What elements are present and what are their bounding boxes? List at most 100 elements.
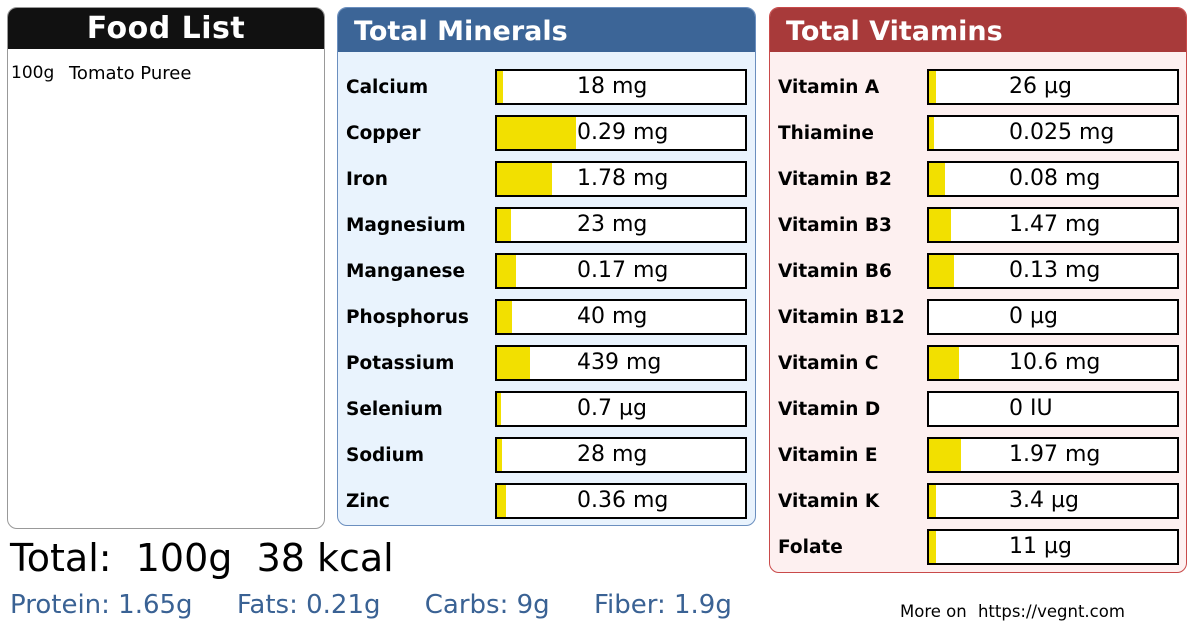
nutrient-label: Vitamin E xyxy=(778,445,878,466)
food-list-title: Food List xyxy=(8,8,324,49)
nutrient-bar-fill xyxy=(497,347,531,379)
nutrient-label: Sodium xyxy=(346,445,425,466)
nutrient-value: 40 mg xyxy=(577,304,648,329)
vegnt-link[interactable]: https://vegnt.com xyxy=(977,602,1125,621)
minerals-title: Total Minerals xyxy=(338,8,755,52)
nutrient-value: 0.025 mg xyxy=(1009,120,1115,145)
fiber-value: Fiber: 1.9g xyxy=(593,590,732,620)
nutrient-bar-fill xyxy=(497,71,504,103)
nutrient-bar-fill xyxy=(929,255,954,287)
nutrient-value: 0.17 mg xyxy=(577,258,669,283)
nutrient-value: 18 mg xyxy=(577,74,648,99)
nutrient-bar: 0.08 mg xyxy=(927,161,1179,197)
nutrient-bar: 439 mg xyxy=(495,345,747,381)
nutrient-label: Thiamine xyxy=(778,123,874,144)
nutrient-bar: 0.17 mg xyxy=(495,253,747,289)
nutrient-label: Vitamin A xyxy=(778,77,880,98)
nutrient-label: Vitamin B2 xyxy=(778,169,892,190)
nutrient-value: 1.97 mg xyxy=(1009,442,1101,467)
food-item-name: Tomato Puree xyxy=(69,63,192,84)
nutrient-value: 28 mg xyxy=(577,442,648,467)
total-label: Total: xyxy=(10,536,112,580)
nutrient-bar: 11 µg xyxy=(927,529,1179,565)
food-item-qty: 100g xyxy=(11,63,55,83)
nutrient-label: Vitamin C xyxy=(778,353,879,374)
more-info: More on https://vegnt.com xyxy=(900,602,1125,621)
nutrient-bar: 0 µg xyxy=(927,299,1179,335)
nutrient-bar-fill xyxy=(497,163,552,195)
nutrient-bar-fill xyxy=(497,209,511,241)
nutrient-bar: 0.29 mg xyxy=(495,115,747,151)
nutrient-bar: 0.13 mg xyxy=(927,253,1179,289)
nutrient-bar: 23 mg xyxy=(495,207,747,243)
nutrient-value: 0.13 mg xyxy=(1009,258,1101,283)
nutrient-bar: 10.6 mg xyxy=(927,345,1179,381)
nutrient-label: Vitamin B6 xyxy=(778,261,892,282)
vitamins-title: Total Vitamins xyxy=(770,8,1186,52)
nutrient-bar: 0 IU xyxy=(927,391,1179,427)
nutrient-bar: 3.4 µg xyxy=(927,483,1179,519)
carbs-value: Carbs: 9g xyxy=(424,590,550,620)
nutrient-value: 0 µg xyxy=(1009,304,1058,329)
nutrient-value: 439 mg xyxy=(577,350,662,375)
nutrient-value: 3.4 µg xyxy=(1009,488,1079,513)
nutrient-bar: 0.025 mg xyxy=(927,115,1179,151)
nutrient-label: Vitamin B3 xyxy=(778,215,892,236)
total-weight: 100g xyxy=(135,536,233,580)
nutrient-bar-fill xyxy=(497,485,506,517)
nutrient-value: 0.08 mg xyxy=(1009,166,1101,191)
nutrient-bar-fill xyxy=(929,531,937,563)
nutrient-bar-fill xyxy=(929,117,934,149)
minerals-panel: Total Minerals Calcium 18 mg Copper 0.29 mg… xyxy=(337,7,756,526)
nutrient-bar-fill xyxy=(929,347,959,379)
nutrient-value: 0 IU xyxy=(1009,396,1053,421)
nutrient-bar: 0.7 µg xyxy=(495,391,747,427)
nutrient-value: 11 µg xyxy=(1009,534,1072,559)
total-kcal: 38 kcal xyxy=(256,536,394,580)
nutrient-value: 1.47 mg xyxy=(1009,212,1101,237)
nutrient-bar-fill xyxy=(497,301,512,333)
nutrient-bar-fill xyxy=(929,163,946,195)
nutrient-bar-fill xyxy=(497,255,516,287)
nutrient-bar: 1.47 mg xyxy=(927,207,1179,243)
nutrient-label: Vitamin K xyxy=(778,491,880,512)
nutrient-bar: 26 µg xyxy=(927,69,1179,105)
macros-summary: Protein: 1.65g Fats: 0.21g Carbs: 9g Fib… xyxy=(10,590,768,620)
nutrient-bar-fill xyxy=(497,117,577,149)
nutrient-label: Magnesium xyxy=(346,215,466,236)
nutrient-value: 0.7 µg xyxy=(577,396,647,421)
fats-value: Fats: 0.21g xyxy=(236,590,381,620)
nutrient-bar-fill xyxy=(929,209,952,241)
nutrient-value: 23 mg xyxy=(577,212,648,237)
nutrient-label: Zinc xyxy=(346,491,390,512)
total-summary: Total: 100g 38 kcal xyxy=(10,536,394,580)
nutrient-value: 26 µg xyxy=(1009,74,1072,99)
nutrient-value: 0.29 mg xyxy=(577,120,669,145)
nutrient-value: 10.6 mg xyxy=(1009,350,1101,375)
nutrient-bar: 18 mg xyxy=(495,69,747,105)
nutrient-bar: 40 mg xyxy=(495,299,747,335)
nutrient-bar: 0.36 mg xyxy=(495,483,747,519)
nutrient-bar: 1.97 mg xyxy=(927,437,1179,473)
nutrient-label: Folate xyxy=(778,537,843,558)
nutrient-bar-fill xyxy=(929,439,962,471)
nutrient-bar: 1.78 mg xyxy=(495,161,747,197)
nutrient-label: Copper xyxy=(346,123,421,144)
nutrient-bar: 28 mg xyxy=(495,437,747,473)
protein-value: Protein: 1.65g xyxy=(10,590,193,620)
food-list-item[interactable]: 100g Tomato Puree xyxy=(8,63,324,84)
nutrient-label: Vitamin B12 xyxy=(778,307,905,328)
nutrient-label: Vitamin D xyxy=(778,399,881,420)
nutrient-label: Iron xyxy=(346,169,388,190)
nutrient-bar-fill xyxy=(497,393,501,425)
nutrient-value: 1.78 mg xyxy=(577,166,669,191)
nutrient-value: 0.36 mg xyxy=(577,488,669,513)
more-label: More on xyxy=(900,602,967,621)
nutrient-label: Manganese xyxy=(346,261,466,282)
nutrient-bar-fill xyxy=(929,485,937,517)
nutrient-label: Selenium xyxy=(346,399,443,420)
nutrient-bar-fill xyxy=(497,439,502,471)
vitamins-panel: Total Vitamins Vitamin A 26 µg Thiamine 0.0… xyxy=(769,7,1187,573)
nutrient-label: Calcium xyxy=(346,77,429,98)
food-list-panel: Food List 100g Tomato Puree xyxy=(7,7,325,529)
